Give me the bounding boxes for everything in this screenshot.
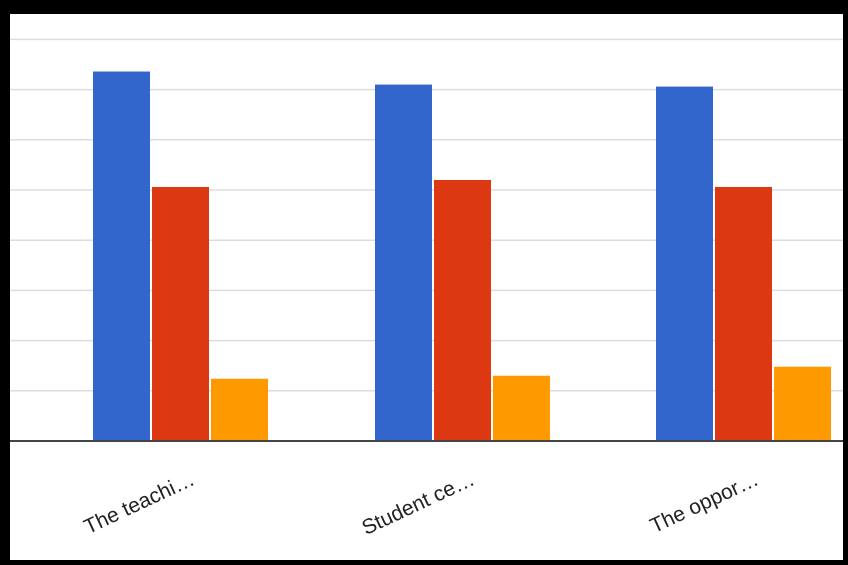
bar[interactable] [211, 378, 268, 441]
bar[interactable] [493, 375, 550, 441]
frame-bottom [0, 560, 848, 565]
bar[interactable] [656, 86, 713, 441]
bar[interactable] [774, 366, 831, 441]
frame-top [0, 0, 848, 14]
bar[interactable] [93, 71, 150, 441]
bar[interactable] [375, 84, 432, 441]
frame-right [843, 0, 848, 565]
bar[interactable] [715, 186, 772, 441]
bar[interactable] [152, 186, 209, 441]
bar[interactable] [434, 179, 491, 441]
frame-left [0, 0, 10, 565]
